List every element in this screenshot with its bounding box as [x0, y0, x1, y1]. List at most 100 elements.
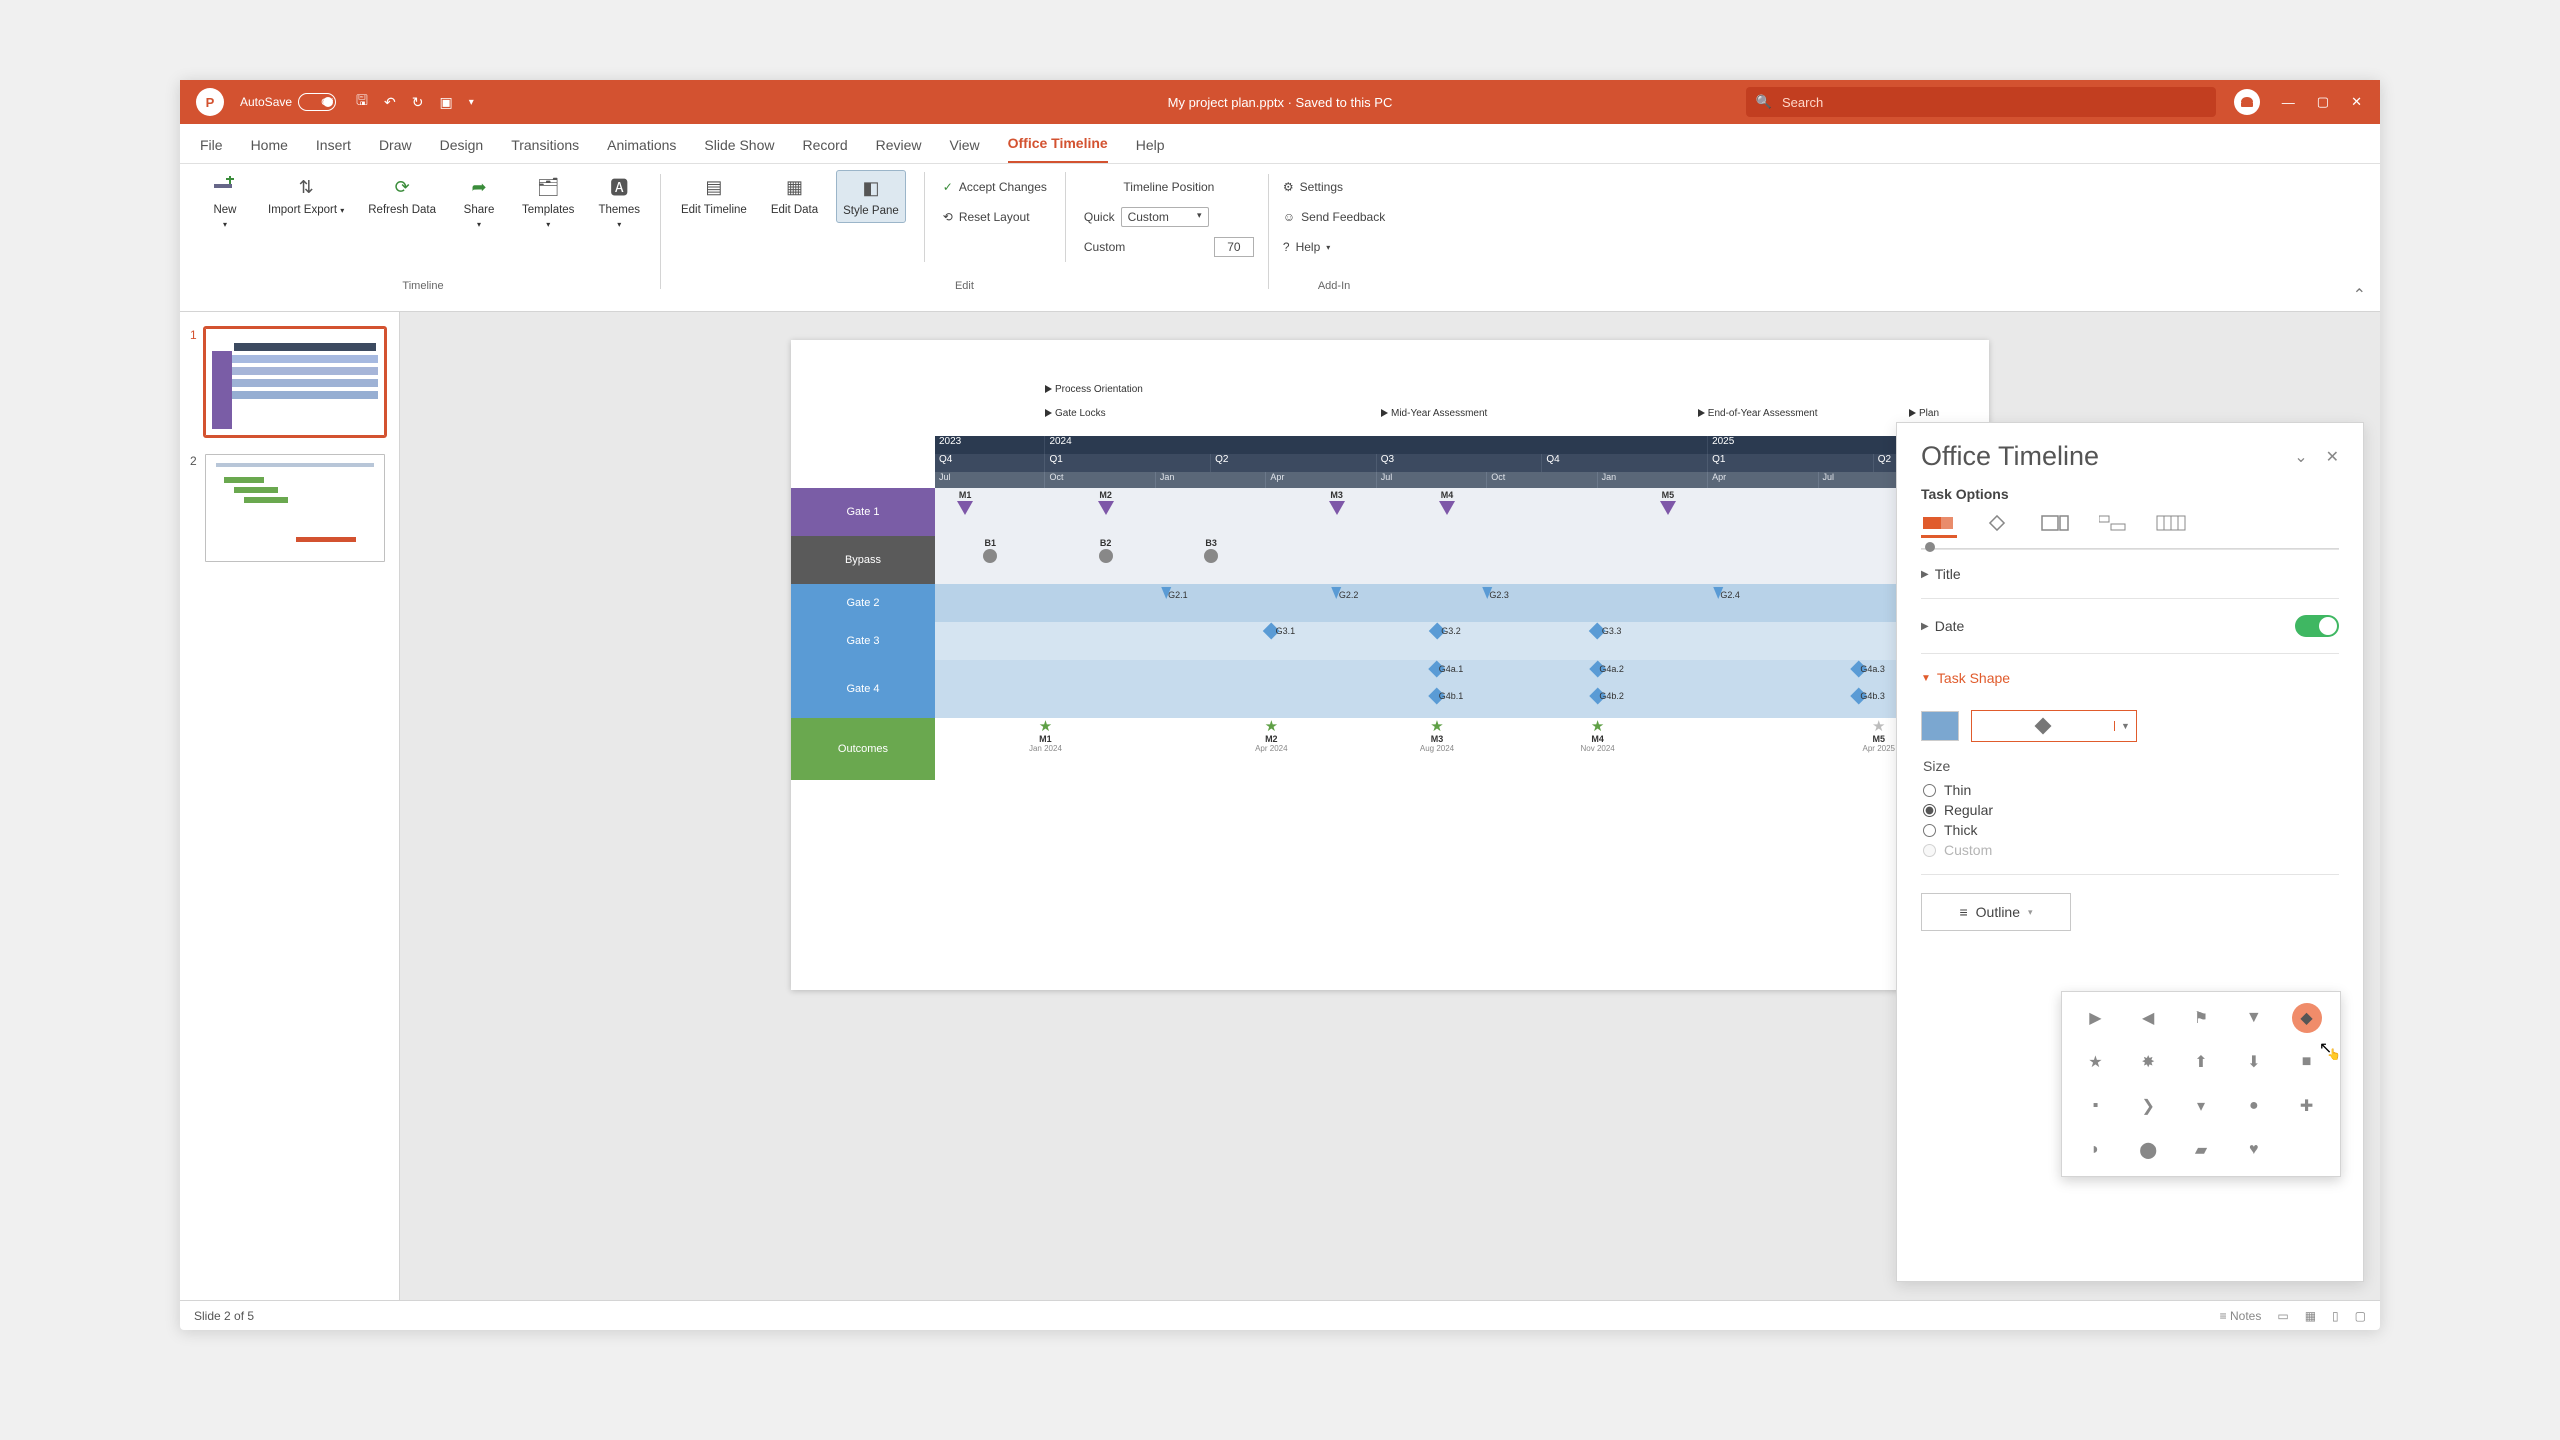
shape-circle-icon[interactable]: ● [2232, 1094, 2275, 1118]
timeline-marker[interactable]: B1 [983, 538, 997, 564]
quick-position-select[interactable]: Custom▾ [1121, 207, 1209, 227]
tab-home[interactable]: Home [251, 127, 288, 163]
timeline-marker[interactable]: ★M1Jan 2024 [1029, 720, 1062, 753]
tab-design[interactable]: Design [440, 127, 484, 163]
autosave-toggle[interactable]: Off [298, 93, 336, 111]
settings-button[interactable]: ⚙Settings [1283, 176, 1385, 198]
task-shape-dropdown-icon[interactable]: ▼ [2114, 721, 2136, 731]
timeline-marker[interactable]: G2.2 [1327, 586, 1347, 610]
slideshow-view-icon[interactable]: ▢ [2355, 1309, 2366, 1323]
refresh-data-button[interactable]: ⟳Refresh Data [362, 170, 442, 221]
task-scale-tab-icon[interactable] [2153, 514, 2189, 538]
edit-timeline-button[interactable]: ▤Edit Timeline [675, 170, 753, 221]
task-diamond-tab-icon[interactable] [1979, 514, 2015, 538]
templates-button[interactable]: 🗂Templates▾ [516, 170, 580, 236]
task-color-swatch[interactable] [1921, 711, 1959, 741]
shape-chevron-icon[interactable]: ❯ [2127, 1094, 2170, 1118]
tab-review[interactable]: Review [876, 127, 922, 163]
task-rect-tab-icon[interactable] [2037, 514, 2073, 538]
send-feedback-button[interactable]: ☺Send Feedback [1283, 206, 1385, 228]
shape-plus-icon[interactable]: ✚ [2285, 1094, 2328, 1118]
timeline-marker[interactable]: M5 [1660, 490, 1676, 516]
shape-small-square-icon[interactable]: ▪ [2074, 1094, 2117, 1118]
user-avatar-icon[interactable] [2234, 89, 2260, 115]
tab-view[interactable]: View [950, 127, 980, 163]
task-gantt-tab-icon[interactable] [2095, 514, 2131, 538]
timeline-marker[interactable]: G3.3 [1588, 624, 1608, 648]
timeline-marker[interactable]: ★M5Apr 2025 [1863, 720, 1895, 753]
thumbnail-2[interactable]: 2 [190, 454, 389, 562]
timeline-marker[interactable]: G4a.1G4b.1 [1425, 662, 1450, 713]
save-icon[interactable]: 🖫 [356, 90, 368, 114]
share-button[interactable]: ➦Share▾ [454, 170, 504, 236]
section-date[interactable]: ▶Date [1921, 598, 2339, 653]
timeline-marker[interactable]: G3.1 [1262, 624, 1282, 648]
shape-flag-left-icon[interactable]: ◀ [2127, 1006, 2170, 1030]
timeline-marker[interactable]: G4a.3G4b.3 [1846, 662, 1871, 713]
shape-arrow-down-icon[interactable]: ⬇ [2232, 1050, 2275, 1074]
shape-heart-icon[interactable]: ♥ [2232, 1138, 2275, 1162]
tab-file[interactable]: File [200, 127, 223, 163]
undo-icon[interactable]: ↶ [384, 94, 396, 111]
timeline-marker[interactable]: G4a.2G4b.2 [1585, 662, 1610, 713]
timeline-marker[interactable]: B3 [1204, 538, 1218, 564]
normal-view-icon[interactable]: ▭ [2277, 1309, 2288, 1323]
tab-record[interactable]: Record [802, 127, 847, 163]
minimize-button[interactable]: — [2282, 95, 2295, 110]
custom-position-input[interactable]: 70 [1214, 237, 1254, 257]
shape-flag-icon[interactable]: ⚑ [2180, 1006, 2223, 1030]
timeline-marker[interactable]: G3.2 [1427, 624, 1447, 648]
import-export-button[interactable]: ⇅Import Export ▾ [262, 170, 350, 221]
shape-triangle-down-icon[interactable]: ▼ [2232, 1006, 2275, 1030]
thumbnail-1[interactable]: 1 [190, 328, 389, 436]
help-button[interactable]: ?Help ▾ [1283, 236, 1385, 258]
new-timeline-button[interactable]: New▾ [200, 170, 250, 236]
accept-changes-button[interactable]: ✓Accept Changes [943, 176, 1047, 198]
slide[interactable]: Process OrientationGate LocksMid-Year As… [791, 340, 1989, 990]
shape-star-icon[interactable]: ★ [2074, 1050, 2117, 1074]
date-toggle[interactable] [2295, 615, 2339, 637]
qat-overflow-icon[interactable]: ▾ [469, 97, 474, 108]
maximize-button[interactable]: ▢ [2317, 94, 2329, 110]
shape-arrow-up-icon[interactable]: ⬆ [2180, 1050, 2223, 1074]
shape-disc-icon[interactable]: ⬤ [2127, 1138, 2170, 1162]
sorter-view-icon[interactable]: ▦ [2305, 1309, 2316, 1323]
timeline-marker[interactable]: ★M2Apr 2024 [1255, 720, 1287, 753]
timeline-marker[interactable]: B2 [1099, 538, 1113, 564]
tab-animations[interactable]: Animations [607, 127, 676, 163]
section-task-shape[interactable]: ▼Task Shape [1921, 653, 2339, 702]
timeline-marker[interactable]: M1 [957, 490, 973, 516]
search-box[interactable]: 🔍 Search [1746, 87, 2216, 117]
reset-layout-button[interactable]: ⟲Reset Layout [943, 206, 1047, 228]
tab-help[interactable]: Help [1136, 127, 1165, 163]
timeline-marker[interactable]: M3 [1329, 490, 1345, 516]
edit-data-button[interactable]: ▦Edit Data [765, 170, 824, 221]
shape-parallelogram-icon[interactable]: ▰ [2180, 1138, 2223, 1162]
timeline-marker[interactable]: ★M4Nov 2024 [1581, 720, 1615, 753]
ribbon-collapse-icon[interactable]: ⌃ [2353, 285, 2366, 305]
section-title[interactable]: ▶Title [1921, 549, 2339, 598]
redo-icon[interactable]: ↻ [412, 94, 424, 111]
present-icon[interactable]: ▣ [439, 94, 452, 111]
pane-close-icon[interactable]: ✕ [2326, 447, 2339, 467]
timeline-marker[interactable]: M2 [1098, 490, 1114, 516]
tab-office-timeline[interactable]: Office Timeline [1008, 125, 1108, 163]
tab-slideshow[interactable]: Slide Show [704, 127, 774, 163]
shape-flag-right-icon[interactable]: ▶ [2074, 1006, 2117, 1030]
shape-diamond-icon[interactable]: ◆ [2292, 1003, 2322, 1033]
style-pane-button[interactable]: ◧Style Pane [836, 170, 906, 223]
timeline-marker[interactable]: M4 [1439, 490, 1455, 516]
shape-leaf-icon[interactable]: ◗ [2074, 1138, 2117, 1162]
notes-toggle[interactable]: ≡ Notes [2220, 1309, 2262, 1323]
timeline-marker[interactable]: G2.3 [1477, 586, 1497, 610]
reading-view-icon[interactable]: ▯ [2332, 1309, 2339, 1323]
outline-button[interactable]: ≡ Outline ▾ [1921, 893, 2071, 931]
size-thick-option[interactable]: Thick [1923, 820, 2339, 840]
close-button[interactable]: ✕ [2351, 94, 2362, 110]
themes-button[interactable]: 🅰Themes▾ [592, 170, 646, 236]
timeline-marker[interactable]: ★M3Aug 2024 [1420, 720, 1454, 753]
pane-collapse-icon[interactable]: ⌄ [2294, 447, 2307, 467]
size-regular-option[interactable]: Regular [1923, 800, 2339, 820]
timeline-marker[interactable]: G2.1 [1156, 586, 1176, 610]
tab-transitions[interactable]: Transitions [511, 127, 579, 163]
